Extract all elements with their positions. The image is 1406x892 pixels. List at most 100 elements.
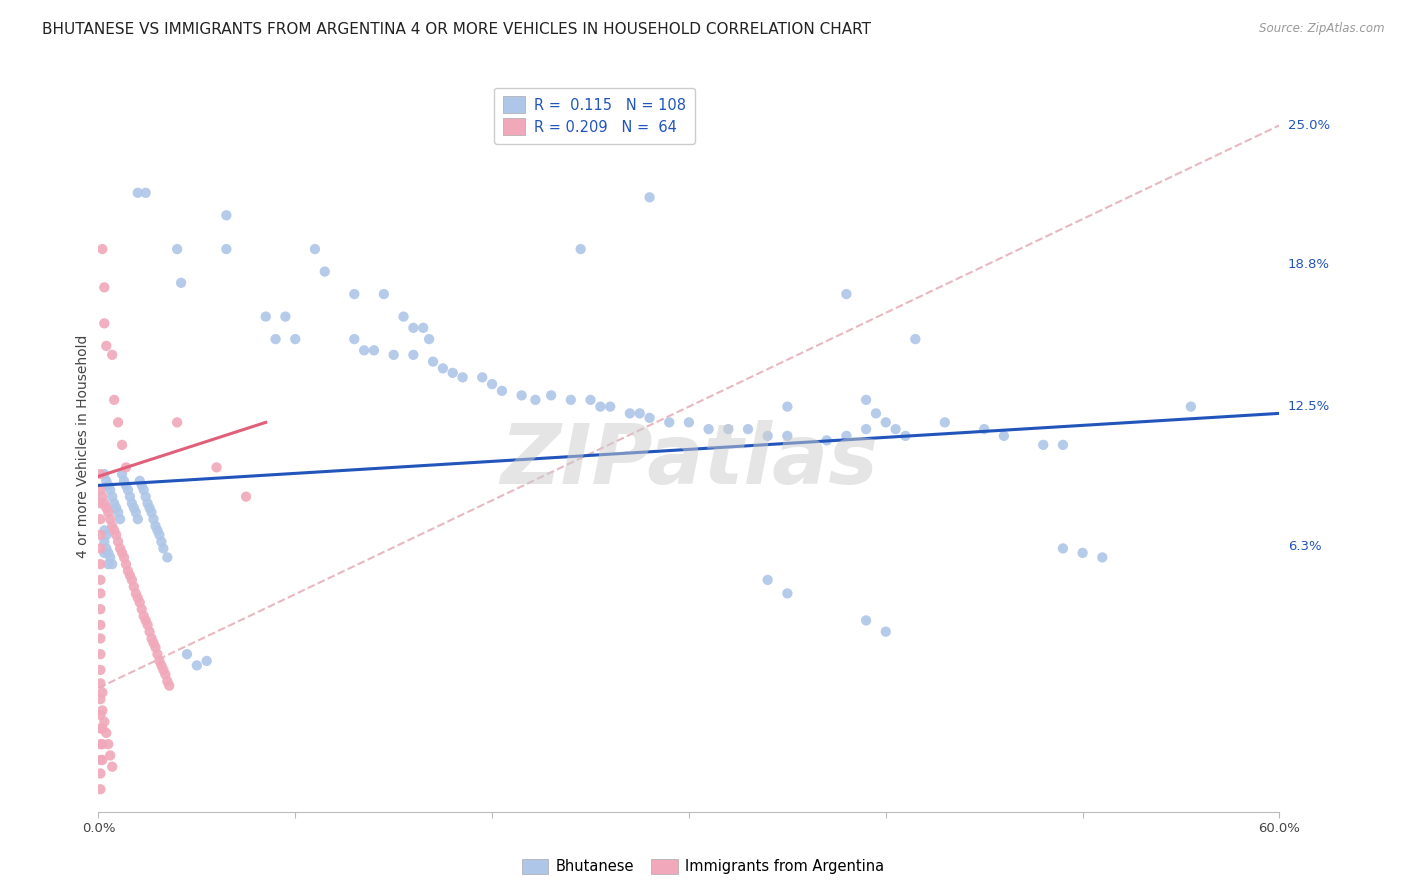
Text: BHUTANESE VS IMMIGRANTS FROM ARGENTINA 4 OR MORE VEHICLES IN HOUSEHOLD CORRELATI: BHUTANESE VS IMMIGRANTS FROM ARGENTINA 4… bbox=[42, 22, 872, 37]
Point bbox=[112, 474, 135, 488]
Point bbox=[115, 460, 138, 475]
Point bbox=[136, 618, 159, 632]
Point bbox=[274, 310, 297, 324]
Point bbox=[304, 242, 326, 256]
Point bbox=[89, 467, 111, 482]
Point bbox=[89, 528, 111, 542]
Point bbox=[108, 541, 131, 556]
Point bbox=[658, 416, 681, 430]
Point bbox=[855, 422, 877, 436]
Point bbox=[973, 422, 995, 436]
Point bbox=[638, 190, 661, 204]
Point bbox=[127, 186, 149, 200]
Legend: Bhutanese, Immigrants from Argentina: Bhutanese, Immigrants from Argentina bbox=[516, 853, 890, 880]
Point bbox=[96, 726, 118, 740]
Text: 18.8%: 18.8% bbox=[1288, 259, 1330, 271]
Point bbox=[97, 478, 120, 492]
Point bbox=[96, 474, 118, 488]
Point bbox=[382, 348, 405, 362]
Point bbox=[138, 624, 160, 639]
Point bbox=[96, 339, 118, 353]
Point bbox=[96, 528, 118, 542]
Point bbox=[97, 505, 120, 519]
Point bbox=[131, 602, 153, 616]
Point bbox=[108, 512, 131, 526]
Point bbox=[150, 534, 173, 549]
Point bbox=[418, 332, 440, 346]
Point bbox=[145, 519, 167, 533]
Text: 12.5%: 12.5% bbox=[1288, 401, 1330, 413]
Point bbox=[412, 321, 434, 335]
Point bbox=[118, 490, 141, 504]
Point bbox=[353, 343, 375, 358]
Text: ZIPatlas: ZIPatlas bbox=[501, 420, 877, 501]
Point bbox=[1071, 546, 1094, 560]
Point bbox=[835, 429, 858, 443]
Point bbox=[145, 640, 167, 655]
Point bbox=[93, 714, 115, 729]
Point bbox=[127, 512, 149, 526]
Point bbox=[254, 310, 277, 324]
Point bbox=[98, 483, 121, 497]
Point bbox=[101, 348, 124, 362]
Point bbox=[422, 354, 444, 368]
Point bbox=[125, 586, 148, 600]
Point bbox=[97, 546, 120, 560]
Point bbox=[284, 332, 307, 346]
Point bbox=[138, 500, 160, 515]
Point bbox=[107, 505, 129, 519]
Point bbox=[118, 568, 141, 582]
Point bbox=[432, 361, 454, 376]
Point bbox=[215, 208, 238, 222]
Point bbox=[451, 370, 474, 384]
Point bbox=[855, 614, 877, 628]
Point bbox=[343, 332, 366, 346]
Point bbox=[314, 264, 336, 278]
Point bbox=[402, 321, 425, 335]
Point bbox=[392, 310, 415, 324]
Point bbox=[776, 400, 799, 414]
Point bbox=[195, 654, 218, 668]
Point bbox=[152, 541, 174, 556]
Point bbox=[112, 550, 135, 565]
Point bbox=[89, 586, 111, 600]
Point bbox=[1052, 541, 1074, 556]
Point bbox=[1052, 438, 1074, 452]
Point bbox=[235, 490, 257, 504]
Point bbox=[93, 467, 115, 482]
Point bbox=[115, 557, 138, 571]
Point bbox=[101, 519, 124, 533]
Point bbox=[93, 524, 115, 538]
Point bbox=[91, 242, 114, 256]
Point bbox=[373, 287, 395, 301]
Point bbox=[91, 703, 114, 717]
Point bbox=[111, 546, 134, 560]
Point bbox=[103, 496, 125, 510]
Point bbox=[569, 242, 592, 256]
Point bbox=[96, 541, 118, 556]
Point bbox=[98, 748, 121, 763]
Point bbox=[776, 586, 799, 600]
Point bbox=[215, 242, 238, 256]
Point bbox=[132, 608, 155, 623]
Point bbox=[91, 753, 114, 767]
Point bbox=[560, 392, 582, 407]
Point bbox=[89, 722, 111, 736]
Point bbox=[678, 416, 700, 430]
Point bbox=[91, 685, 114, 699]
Point bbox=[93, 534, 115, 549]
Point bbox=[89, 557, 111, 571]
Point bbox=[105, 528, 128, 542]
Point bbox=[141, 632, 163, 646]
Point bbox=[776, 429, 799, 443]
Point bbox=[875, 416, 897, 430]
Point bbox=[93, 280, 115, 294]
Point bbox=[894, 429, 917, 443]
Point bbox=[157, 679, 180, 693]
Point bbox=[884, 422, 907, 436]
Point bbox=[98, 550, 121, 565]
Point bbox=[89, 708, 111, 723]
Point bbox=[93, 316, 115, 330]
Point bbox=[186, 658, 208, 673]
Y-axis label: 4 or more Vehicles in Household: 4 or more Vehicles in Household bbox=[76, 334, 90, 558]
